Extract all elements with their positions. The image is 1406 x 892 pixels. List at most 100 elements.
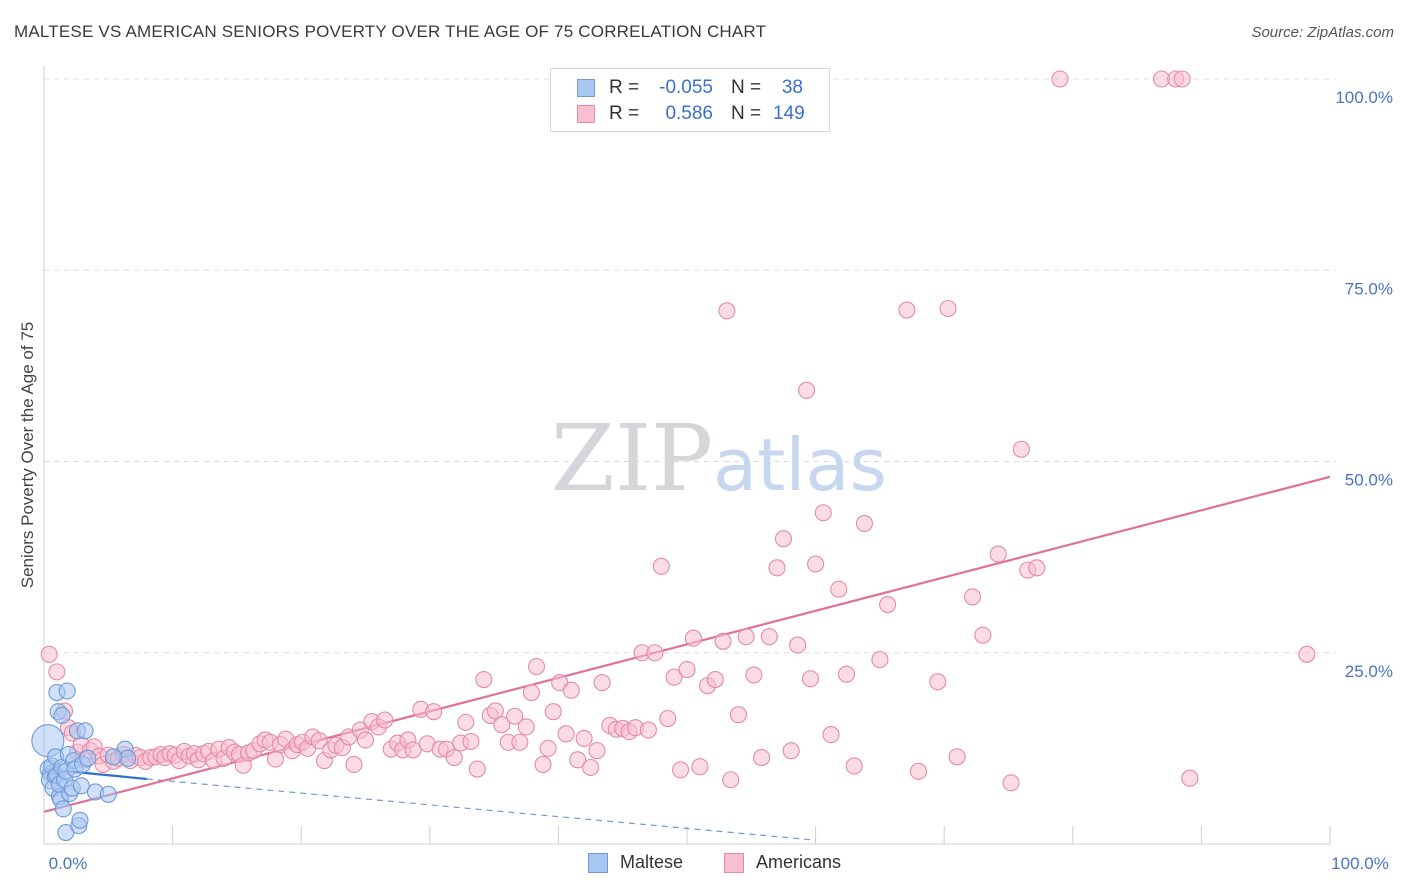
data-point-americans (1051, 70, 1069, 88)
data-point-americans (557, 725, 575, 743)
data-point-maltese (79, 749, 97, 767)
data-point-americans (356, 731, 375, 749)
trend-lines (43, 475, 1331, 841)
data-point-americans (588, 742, 606, 760)
data-point-americans (814, 504, 832, 522)
data-point-americans (1028, 559, 1046, 577)
data-point-maltese (76, 722, 94, 740)
bottom-legend-swatch-americans (724, 853, 744, 873)
data-point-americans (493, 716, 511, 734)
data-point-americans (718, 302, 736, 320)
data-point-americans (457, 713, 475, 731)
legend-n-label: N = (731, 77, 762, 98)
watermark-zip: ZIP (551, 405, 713, 512)
data-point-americans (1012, 440, 1030, 458)
bottom-legend-swatch-maltese (588, 853, 608, 873)
data-point-americans (855, 514, 874, 533)
data-point-americans (468, 760, 486, 778)
chart-title: MALTESE VS AMERICAN SENIORS POVERTY OVER… (14, 22, 767, 41)
data-point-americans (544, 703, 562, 721)
data-point-americans (539, 739, 557, 757)
data-point-americans (1173, 70, 1191, 88)
data-point-americans (909, 762, 928, 780)
data-point-americans (1298, 645, 1316, 663)
data-point-americans (830, 580, 848, 598)
data-point-americans (425, 703, 443, 721)
data-point-americans (989, 545, 1007, 563)
data-point-americans (929, 673, 947, 691)
data-point-americans (575, 729, 593, 747)
data-point-maltese (53, 706, 71, 725)
data-point-americans (737, 628, 755, 646)
data-point-americans (939, 299, 957, 318)
data-point-maltese (119, 749, 137, 767)
data-point-maltese (58, 682, 76, 700)
trend-line-extension-maltese (146, 778, 816, 841)
data-point-americans (798, 381, 816, 399)
data-point-americans (745, 666, 763, 684)
data-point-americans (462, 732, 480, 751)
legend-n-label: N = (731, 103, 762, 124)
data-point-americans (706, 670, 724, 689)
data-point-americans (801, 670, 820, 688)
data-point-americans (665, 668, 683, 686)
y-tick-label: 75.0% (1345, 279, 1393, 298)
data-point-maltese (72, 777, 90, 795)
data-point-americans (48, 663, 66, 681)
data-point-maltese (99, 785, 117, 803)
axes (43, 66, 1331, 845)
data-point-americans (807, 555, 825, 573)
data-points (31, 70, 1316, 842)
data-point-maltese (71, 811, 89, 829)
data-point-americans (691, 758, 709, 776)
data-point-americans (753, 749, 771, 767)
data-point-americans (486, 702, 504, 720)
data-point-americans (506, 707, 524, 725)
data-point-americans (522, 683, 540, 702)
tick-labels: 25.0% 50.0% 75.0% 100.0% 0.0% 100.0% (49, 88, 1393, 873)
correlation-legend: R = -0.055 N = 38 R = 0.586 N = 149 (550, 68, 830, 132)
data-point-americans (774, 530, 793, 548)
bottom-legend-label-americans: Americans (756, 852, 842, 872)
data-point-americans (593, 674, 611, 692)
data-point-americans (722, 771, 740, 789)
data-point-americans (475, 670, 493, 689)
data-point-americans (974, 626, 992, 644)
data-point-americans (768, 559, 786, 577)
data-point-americans (672, 761, 690, 779)
data-point-americans (1181, 769, 1199, 787)
data-point-americans (562, 681, 580, 699)
x-tick-label: 0.0% (49, 854, 88, 873)
y-tick-label: 25.0% (1345, 662, 1393, 681)
data-point-americans (879, 596, 897, 614)
data-point-americans (871, 651, 889, 669)
data-point-americans (1002, 774, 1020, 792)
data-point-americans (404, 741, 422, 759)
data-point-americans (345, 755, 363, 773)
data-point-americans (789, 636, 807, 654)
legend-r-value: 0.586 (665, 103, 713, 124)
data-point-americans (963, 588, 982, 606)
data-point-americans (534, 755, 552, 773)
x-tick-label: 100.0% (1331, 854, 1389, 873)
legend-swatch-americans (577, 105, 595, 123)
grid-lines (44, 78, 1336, 654)
legend-r-value: -0.055 (659, 77, 713, 98)
data-point-americans (837, 665, 856, 683)
data-point-americans (266, 750, 285, 768)
data-point-americans (310, 732, 328, 750)
data-point-americans (646, 644, 664, 662)
data-point-americans (376, 711, 394, 729)
data-point-americans (659, 709, 677, 728)
legend-n-value: 149 (773, 103, 805, 124)
data-point-americans (948, 748, 966, 766)
source-credit: Source: ZipAtlas.com (1251, 24, 1394, 41)
data-point-americans (527, 657, 546, 676)
data-point-americans (581, 758, 600, 777)
data-point-americans (782, 742, 800, 760)
data-point-americans (517, 718, 535, 736)
y-tick-label: 100.0% (1335, 88, 1393, 107)
legend-r-label: R = (609, 103, 640, 124)
y-tick-label: 50.0% (1345, 471, 1393, 490)
